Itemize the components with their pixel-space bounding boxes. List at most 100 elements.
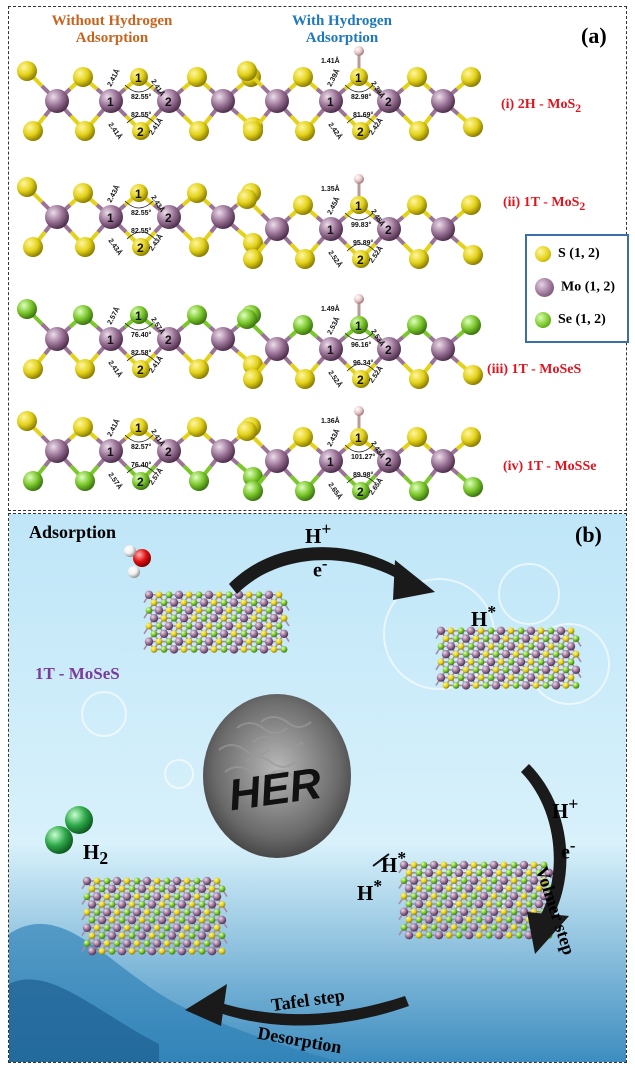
- s-atom: [537, 674, 545, 681]
- se-atom: [215, 622, 223, 630]
- se-atom: [103, 924, 111, 932]
- s-atom: [447, 674, 455, 681]
- s-atom: [461, 195, 481, 215]
- s-atom: [265, 622, 273, 630]
- s-atom: [180, 599, 188, 606]
- s-atom: [487, 643, 495, 650]
- s-atom: [270, 599, 278, 606]
- se-atom: [515, 885, 523, 892]
- mo-atom: [117, 947, 127, 956]
- angle-label: 99.83°: [351, 221, 372, 229]
- s-atom: [168, 916, 176, 924]
- se-atom: [150, 630, 158, 638]
- mo-atom: [204, 637, 214, 646]
- mo-atom: [204, 590, 214, 599]
- se-atom: [293, 315, 313, 335]
- mo-atom: [456, 657, 466, 667]
- se-atom: [420, 861, 428, 869]
- mo-atom: [531, 650, 541, 659]
- s-atom: [562, 635, 570, 642]
- mo-atom: [142, 923, 152, 932]
- mo-atom: [189, 629, 199, 638]
- s-atom: [465, 869, 473, 877]
- s-atom: [193, 940, 201, 947]
- se-atom: [235, 607, 243, 614]
- mo-atom: [152, 892, 162, 901]
- s-atom: [450, 877, 458, 884]
- bubble: [498, 563, 560, 625]
- mo-atom: [157, 205, 181, 229]
- mo-atom: [167, 931, 177, 940]
- mo-atom: [494, 931, 504, 940]
- bond-length-label: 2.65Å: [326, 480, 344, 500]
- atom-number: 2: [165, 211, 172, 225]
- mo-atom: [491, 681, 501, 690]
- se-atom: [163, 877, 171, 885]
- se-atom: [183, 908, 191, 916]
- bond-length-label: 2.43Å: [106, 236, 124, 256]
- se-atom: [457, 627, 465, 635]
- s-atom: [510, 877, 518, 884]
- s-atom: [472, 635, 480, 642]
- s-atom: [180, 646, 188, 653]
- mo-atom: [211, 327, 235, 351]
- se-atom: [220, 646, 228, 653]
- mo-atom: [197, 931, 207, 940]
- mo-atom: [92, 892, 102, 901]
- mo-atom: [571, 665, 581, 674]
- nanosheet-texture: [260, 716, 312, 728]
- tafel-arrow-head: [185, 984, 227, 1026]
- nanosheet-texture: [252, 736, 304, 748]
- se-atom: [460, 877, 468, 884]
- se-atom: [567, 658, 575, 666]
- se-atom: [490, 924, 498, 931]
- mo-atom: [107, 884, 117, 893]
- bond-length-label: 2.41Å: [105, 67, 122, 88]
- s-atom: [198, 916, 206, 924]
- bubble: [164, 759, 194, 789]
- se-atom: [188, 932, 196, 939]
- s-atom: [405, 916, 413, 923]
- se-atom: [461, 315, 481, 335]
- h-atom: [354, 46, 364, 56]
- h-plus-right: H+: [552, 794, 578, 824]
- s-atom: [75, 121, 95, 141]
- se-atom: [88, 916, 96, 924]
- se-atom: [455, 885, 463, 892]
- mosess-lattice: [435, 626, 582, 690]
- mo-atom: [414, 899, 424, 909]
- s-atom: [510, 924, 518, 931]
- angle-arc: [344, 84, 374, 93]
- s-atom: [150, 599, 158, 606]
- mo-atom: [481, 665, 491, 674]
- s-atom: [492, 666, 500, 674]
- hydrogen-atom: [128, 566, 140, 578]
- s-atom: [515, 900, 523, 908]
- star-sup: *: [397, 848, 407, 868]
- s-atom: [200, 630, 208, 638]
- se-atom: [502, 666, 510, 674]
- mo-atom: [551, 634, 561, 643]
- se-atom: [98, 932, 106, 939]
- atom-number: 2: [357, 485, 364, 499]
- h-plus-top: H+: [305, 519, 331, 549]
- s-atom: [407, 195, 427, 215]
- mo-atom: [229, 598, 239, 607]
- se-atom: [445, 869, 453, 877]
- se-atom: [507, 658, 515, 666]
- s-atom: [245, 638, 253, 645]
- angle-label: 89.98°: [353, 471, 374, 479]
- s-atom: [442, 635, 450, 642]
- se-atom: [190, 646, 198, 653]
- se-atom: [505, 916, 513, 923]
- se-atom: [409, 481, 429, 501]
- se-atom: [452, 635, 460, 642]
- s-atom: [128, 947, 136, 955]
- atom-number: 2: [137, 125, 144, 139]
- se-atom: [138, 947, 146, 955]
- mo-atom: [45, 327, 69, 351]
- mo-atom: [561, 650, 571, 659]
- se-atom: [540, 861, 548, 869]
- s-atom: [187, 417, 207, 437]
- se-atom: [295, 481, 315, 501]
